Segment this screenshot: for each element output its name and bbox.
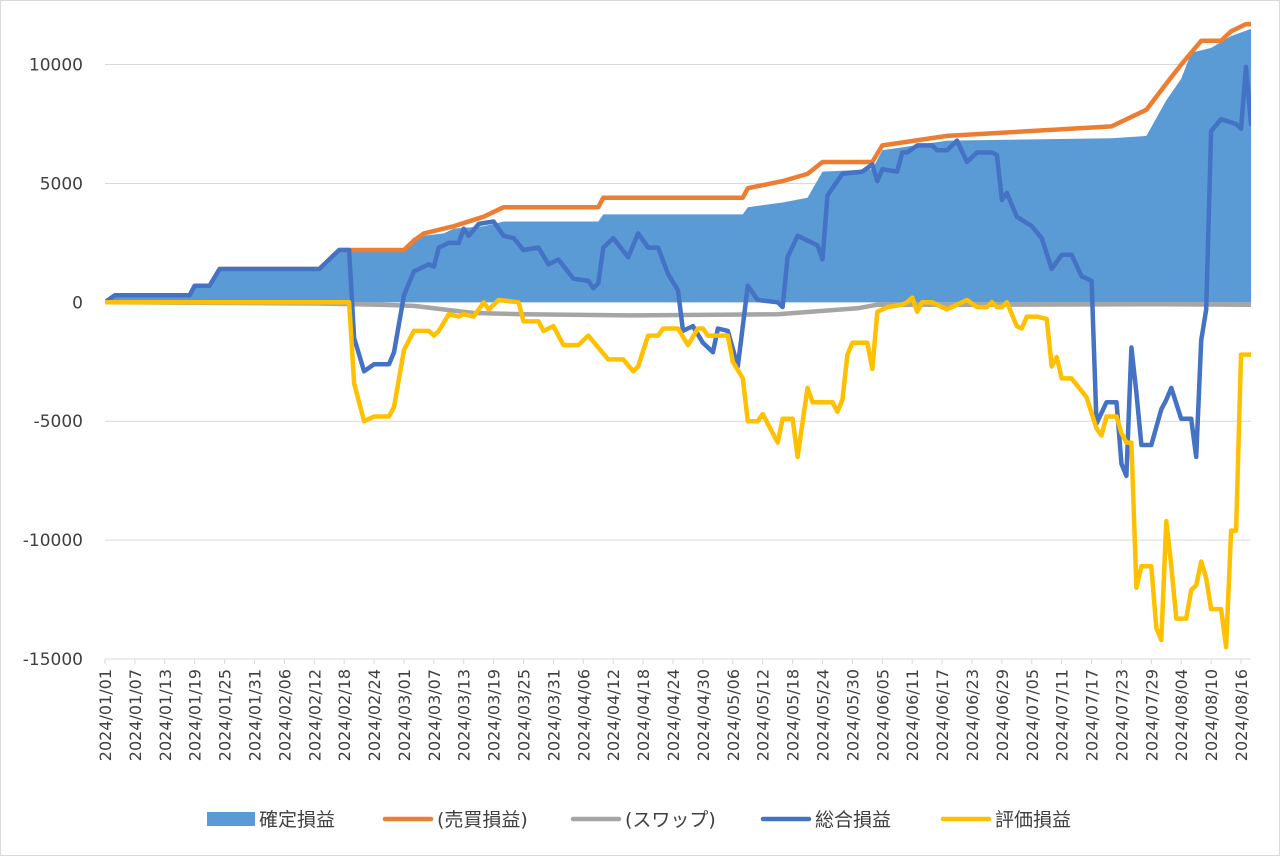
legend-label: 総合損益 bbox=[815, 809, 891, 831]
x-tick-label: 2024/06/23 bbox=[963, 669, 982, 761]
y-tick-label: 0 bbox=[72, 293, 83, 313]
x-tick-label: 2024/05/24 bbox=[813, 669, 832, 761]
x-tick-label: 2024/03/01 bbox=[395, 669, 414, 761]
x-tick-label: 2024/08/04 bbox=[1172, 669, 1191, 761]
x-tick-label: 2024/02/12 bbox=[305, 669, 324, 761]
x-tick-label: 2024/06/11 bbox=[903, 669, 922, 761]
x-tick-label: 2024/08/16 bbox=[1232, 669, 1251, 761]
x-tick-label: 2024/05/12 bbox=[754, 669, 773, 761]
series-area-kakutei bbox=[105, 28, 1251, 303]
x-tick-label: 2024/03/19 bbox=[485, 669, 504, 761]
plot-area bbox=[105, 21, 1251, 650]
x-tick-label: 2024/05/06 bbox=[724, 669, 743, 761]
x-tick-label: 2024/02/18 bbox=[335, 669, 354, 761]
x-tick-label: 2024/07/11 bbox=[1053, 669, 1072, 761]
x-tick-label: 2024/07/29 bbox=[1142, 669, 1161, 761]
x-tick-label: 2024/04/18 bbox=[634, 669, 653, 761]
x-tick-label: 2024/02/24 bbox=[365, 669, 384, 761]
legend: 確定損益 (売買損益) (スワップ) 総合損益 評価損益 bbox=[207, 809, 1071, 831]
x-tick-label: 2024/03/07 bbox=[425, 669, 444, 761]
x-tick-label: 2024/06/17 bbox=[933, 669, 952, 761]
x-tick-label: 2024/05/30 bbox=[843, 669, 862, 761]
x-tick-label: 2024/06/29 bbox=[993, 669, 1012, 761]
x-tick-label: 2024/01/25 bbox=[216, 669, 235, 761]
series-line-2 bbox=[105, 300, 1251, 318]
x-tick-label: 2024/01/19 bbox=[186, 669, 205, 761]
series-line-4 bbox=[105, 295, 1251, 650]
legend-label: 確定損益 bbox=[259, 809, 335, 831]
x-tick-label: 2024/07/05 bbox=[1023, 669, 1042, 761]
x-axis: 2024/01/01 2024/01/07 2024/01/13 2024/01/19… bbox=[96, 658, 1251, 761]
legend-label: (売買損益) bbox=[437, 809, 528, 831]
x-tick-label: 2024/04/30 bbox=[694, 669, 713, 761]
x-tick-label: 2024/01/13 bbox=[156, 669, 175, 761]
x-tick-label: 2024/03/31 bbox=[544, 669, 563, 761]
x-tick-label: 2024/08/10 bbox=[1202, 669, 1221, 761]
y-tick-label: 5000 bbox=[40, 174, 83, 194]
y-tick-label: -5000 bbox=[34, 412, 83, 432]
x-tick-label: 2024/02/06 bbox=[275, 669, 294, 761]
x-tick-label: 2024/04/24 bbox=[664, 669, 683, 761]
x-tick-label: 2024/06/05 bbox=[873, 669, 892, 761]
x-tick-label: 2024/01/07 bbox=[126, 669, 145, 761]
x-tick-label: 2024/03/13 bbox=[455, 669, 474, 761]
x-tick-label: 2024/05/18 bbox=[784, 669, 803, 761]
x-tick-label: 2024/07/23 bbox=[1112, 669, 1131, 761]
y-axis: 10000 5000 0 -5000 -10000 -15000 bbox=[23, 56, 83, 670]
x-tick-label: 2024/04/12 bbox=[604, 669, 623, 761]
legend-label: (スワップ) bbox=[625, 809, 716, 831]
y-tick-label: 10000 bbox=[29, 56, 83, 76]
x-tick-label: 2024/04/06 bbox=[574, 669, 593, 761]
y-tick-label: -10000 bbox=[23, 531, 83, 551]
x-tick-label: 2024/03/25 bbox=[515, 669, 534, 761]
y-tick-label: -15000 bbox=[23, 650, 83, 670]
x-tick-label: 2024/07/17 bbox=[1083, 669, 1102, 761]
legend-swatch bbox=[207, 812, 255, 826]
x-tick-label: 2024/01/31 bbox=[245, 669, 264, 761]
series-line-3 bbox=[105, 64, 1251, 479]
x-tick-label: 2024/01/01 bbox=[96, 669, 115, 761]
legend-label: 評価損益 bbox=[995, 809, 1071, 831]
